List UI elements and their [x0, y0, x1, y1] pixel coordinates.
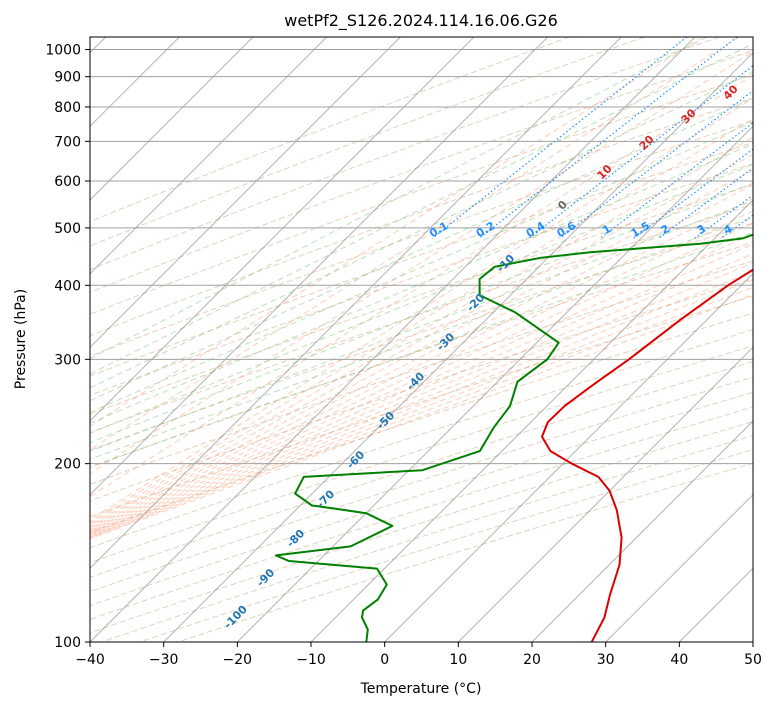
isotherm — [236, 125, 753, 642]
wet-adiabat — [90, 37, 703, 427]
isotherm — [163, 51, 753, 642]
y-tick-label: 300 — [54, 352, 81, 368]
dry-adiabat — [90, 37, 570, 223]
x-axis-label: Temperature (°C) — [360, 681, 482, 697]
wet-adiabat — [90, 294, 753, 540]
plot-frame — [89, 36, 754, 643]
dry-adiabat — [90, 142, 753, 377]
dry-adiabat — [90, 97, 753, 337]
wet-adiabat — [90, 169, 753, 528]
green-guide-line — [90, 232, 753, 468]
y-tick-label: 100 — [54, 635, 81, 651]
x-tick-label: 20 — [523, 652, 541, 668]
wet-adiabat — [90, 222, 753, 533]
dry-adiabat — [90, 37, 720, 271]
green-guide-line — [90, 97, 753, 402]
wet-adiabat — [90, 210, 753, 532]
x-tick-label: 50 — [744, 652, 762, 668]
wet-adiabat — [90, 118, 753, 523]
isotherm — [90, 37, 401, 349]
wet-adiabat — [90, 74, 753, 498]
dry-adiabat — [90, 295, 753, 518]
dry-adiabat — [90, 329, 753, 549]
isotherm — [90, 37, 254, 201]
dry-adiabat — [90, 183, 753, 415]
wet-adiabat — [90, 271, 753, 537]
mixing-ratio-line — [559, 89, 753, 239]
isotherm — [310, 199, 753, 642]
green-guide-line — [90, 37, 707, 360]
y-tick-label: 200 — [54, 457, 81, 473]
temperature-line — [541, 268, 753, 642]
green-guide-line — [90, 216, 753, 460]
dry-adiabat — [90, 50, 753, 293]
wet-adiabat — [90, 97, 753, 521]
isotherm — [90, 37, 475, 422]
y-tick-label: 500 — [54, 221, 81, 237]
isotherm — [457, 346, 753, 642]
wet-adiabat — [90, 50, 753, 474]
wet-adiabat — [90, 253, 753, 536]
green-guide-line — [90, 200, 753, 452]
x-tick-label: −40 — [75, 652, 105, 668]
grid-layer — [90, 37, 753, 642]
y-tick-label: 600 — [54, 174, 81, 190]
x-tick-label: 10 — [449, 652, 467, 668]
y-tick-label: 700 — [54, 134, 81, 150]
x-tick-label: 0 — [380, 652, 389, 668]
isotherm — [605, 493, 753, 642]
x-tick-label: −10 — [296, 652, 326, 668]
dry-adiabat — [90, 203, 753, 433]
wet-adiabat — [90, 184, 753, 529]
x-tick-label: 30 — [597, 652, 615, 668]
y-tick-label: 1000 — [45, 43, 81, 59]
isotherm — [384, 272, 753, 642]
y-tick-label: 400 — [54, 278, 81, 294]
chart-title: wetPf2_S126.2024.114.16.06.G26 — [284, 11, 558, 31]
mixing-ratio-line — [478, 37, 738, 239]
series-layer — [275, 233, 753, 642]
isotherm — [90, 37, 328, 275]
isotherm — [90, 37, 622, 570]
wet-adiabat — [90, 286, 753, 539]
dry-adiabat — [90, 241, 753, 469]
isotherm — [90, 37, 549, 496]
green-guide-line — [90, 163, 753, 434]
dewpoint-line — [275, 233, 753, 642]
mixing-ratio-line — [658, 167, 753, 239]
isotherm — [90, 37, 696, 642]
dry-adiabat — [90, 376, 753, 593]
y-axis-label: Pressure (hPa) — [13, 289, 29, 389]
wet-adiabat — [90, 243, 753, 535]
x-tick-label: 40 — [670, 652, 688, 668]
green-guide-line — [90, 182, 753, 444]
x-tick-label: −20 — [223, 652, 253, 668]
green-guide-line — [90, 71, 753, 389]
y-tick-label: 800 — [54, 100, 81, 116]
dry-adiabat — [90, 74, 753, 315]
wet-adiabat — [90, 37, 740, 451]
axis-layer: −40 −30 −20 −10 0 10 20 30 40 50 100 200 300 400 500 60… — [45, 43, 762, 668]
dry-adiabat — [90, 345, 753, 564]
dry-adiabat — [90, 391, 753, 607]
x-tick-label: −30 — [149, 652, 179, 668]
dry-adiabat — [90, 163, 753, 396]
dry-adiabat — [90, 37, 645, 247]
isotherm — [531, 420, 753, 642]
y-tick-label: 900 — [54, 70, 81, 86]
dry-adiabat — [90, 278, 753, 502]
